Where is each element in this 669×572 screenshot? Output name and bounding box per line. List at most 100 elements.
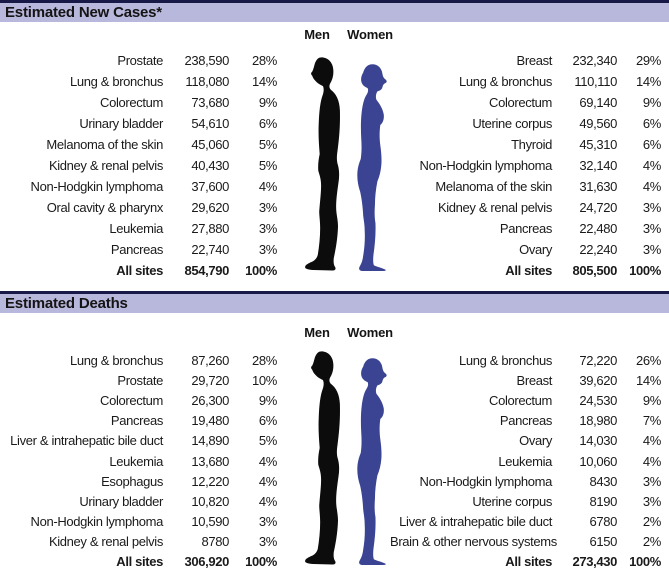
death-count-value: 24,530 xyxy=(579,392,617,408)
case-count-value: 22,240 xyxy=(579,242,617,257)
case-count-value: 32,140 xyxy=(579,158,617,173)
cancer-site-label: Non-Hodgkin lymphoma xyxy=(30,514,164,530)
table-row: Pancreas 22,740 3% xyxy=(2,239,277,260)
death-count-value: 18,980 xyxy=(579,413,617,429)
women-new-cases-table: Breast 232,340 29% Lung & bronchus 110,1… xyxy=(390,50,662,281)
woman-silhouette-icon xyxy=(357,64,387,271)
cancer-site-label: Liver & intrahepatic bile duct xyxy=(10,433,163,449)
percent-value: 9% xyxy=(642,95,661,110)
percent-value: 14% xyxy=(252,74,277,89)
percent-value: 4% xyxy=(642,433,661,449)
percent-value: 28% xyxy=(252,53,277,68)
percent-value: 6% xyxy=(642,116,661,131)
cancer-site-label: Breast xyxy=(516,372,553,388)
percent-value: 3% xyxy=(258,514,277,530)
percent-value: 2% xyxy=(642,534,661,550)
death-count-value: 39,620 xyxy=(579,372,617,388)
case-count-value: 40,430 xyxy=(191,158,229,173)
death-count-value: 13,680 xyxy=(191,453,229,469)
percent-value: 3% xyxy=(642,493,661,509)
table-row: Thyroid 45,310 6% xyxy=(390,134,661,155)
percent-value: 4% xyxy=(642,158,661,173)
cancer-site-label: Kidney & renal pelvis xyxy=(437,200,552,215)
all-sites-percent: 100% xyxy=(629,263,661,278)
table-row: Ovary 14,030 4% xyxy=(390,431,661,451)
all-sites-count: 805,500 xyxy=(572,263,617,278)
percent-value: 3% xyxy=(642,473,661,489)
table-row: Kidney & renal pelvis 24,720 3% xyxy=(390,197,661,218)
men-deaths-table: Lung & bronchus 87,260 28% Prostate 29,7… xyxy=(2,350,277,572)
table-row: Colorectum 73,680 9% xyxy=(2,92,277,113)
percent-value: 3% xyxy=(642,200,661,215)
all-sites-percent: 100% xyxy=(245,554,277,570)
cancer-site-label: Non-Hodgkin lymphoma xyxy=(30,179,164,194)
table-row: Uterine corpus 8190 3% xyxy=(390,491,661,511)
cancer-site-label: Esophagus xyxy=(101,473,163,489)
percent-value: 6% xyxy=(258,116,277,131)
death-count-value: 8190 xyxy=(589,493,617,509)
cancer-site-label: Thyroid xyxy=(511,137,552,152)
cancer-site-label: Kidney & renal pelvis xyxy=(48,158,163,173)
table-row: Melanoma of the skin 45,060 5% xyxy=(2,134,277,155)
case-count-value: 22,480 xyxy=(579,221,617,236)
table-total-row: All sites 805,500 100% xyxy=(390,260,661,281)
cancer-site-label: Non-Hodgkin lymphoma xyxy=(419,158,553,173)
all-sites-label: All sites xyxy=(505,554,552,570)
percent-value: 7% xyxy=(642,413,661,429)
percent-value: 4% xyxy=(642,179,661,194)
percent-value: 5% xyxy=(258,158,277,173)
death-count-value: 12,220 xyxy=(191,473,229,489)
case-count-value: 45,310 xyxy=(579,137,617,152)
percent-value: 6% xyxy=(258,413,277,429)
cancer-site-label: Lung & bronchus xyxy=(69,74,163,89)
table-row: Urinary bladder 54,610 6% xyxy=(2,113,277,134)
death-count-value: 8780 xyxy=(201,534,229,550)
percent-value: 4% xyxy=(258,453,277,469)
table-row: Pancreas 22,480 3% xyxy=(390,218,661,239)
cancer-site-label: Ovary xyxy=(519,433,552,449)
cancer-site-label: Lung & bronchus xyxy=(458,74,552,89)
cancer-site-label: Leukemia xyxy=(109,453,163,469)
death-count-value: 6780 xyxy=(589,514,617,530)
all-sites-label: All sites xyxy=(116,554,163,570)
table-row: Esophagus 12,220 4% xyxy=(2,471,277,491)
death-count-value: 87,260 xyxy=(191,352,229,368)
table-row: Urinary bladder 10,820 4% xyxy=(2,491,277,511)
cancer-site-label: Non-Hodgkin lymphoma xyxy=(419,473,553,489)
table-row: Leukemia 10,060 4% xyxy=(390,451,661,471)
table-row: Colorectum 24,530 9% xyxy=(390,390,661,410)
death-count-value: 14,030 xyxy=(579,433,617,449)
table-row: Uterine corpus 49,560 6% xyxy=(390,113,661,134)
table-row: Non-Hodgkin lymphoma 32,140 4% xyxy=(390,155,662,176)
table-row: Melanoma of the skin 31,630 4% xyxy=(390,176,661,197)
case-count-value: 238,590 xyxy=(184,53,229,68)
percent-value: 3% xyxy=(642,221,661,236)
cancer-site-label: Pancreas xyxy=(499,413,552,429)
percent-value: 3% xyxy=(258,200,277,215)
men-column-label: Men xyxy=(304,27,330,42)
cancer-site-label: Ovary xyxy=(519,242,552,257)
table-row: Lung & bronchus 87,260 28% xyxy=(2,350,277,370)
percent-value: 4% xyxy=(258,179,277,194)
death-count-value: 8430 xyxy=(589,473,617,489)
case-count-value: 24,720 xyxy=(579,200,617,215)
women-deaths-table: Lung & bronchus 72,220 26% Breast 39,620… xyxy=(390,350,661,572)
table-row: Liver & intrahepatic bile duct 14,890 5% xyxy=(2,431,277,451)
death-count-value: 72,220 xyxy=(579,352,617,368)
percent-value: 26% xyxy=(636,352,661,368)
percent-value: 9% xyxy=(642,392,661,408)
case-count-value: 54,610 xyxy=(191,116,229,131)
table-row: Non-Hodgkin lymphoma 37,600 4% xyxy=(2,176,278,197)
table-row: Oral cavity & pharynx 29,620 3% xyxy=(2,197,278,218)
case-count-value: 118,080 xyxy=(185,74,229,89)
cancer-site-label: Lung & bronchus xyxy=(69,352,163,368)
table-row: Prostate 238,590 28% xyxy=(2,50,277,71)
cancer-site-label: Liver & intrahepatic bile duct xyxy=(399,514,552,530)
cancer-site-label: Colorectum xyxy=(100,392,163,408)
cancer-site-label: Colorectum xyxy=(489,95,552,110)
percent-value: 4% xyxy=(642,453,661,469)
section-header-deaths: Estimated Deaths xyxy=(0,291,669,313)
cancer-site-label: Kidney & renal pelvis xyxy=(48,534,163,550)
table-row: Non-Hodgkin lymphoma 10,590 3% xyxy=(2,512,278,532)
all-sites-percent: 100% xyxy=(245,263,277,278)
